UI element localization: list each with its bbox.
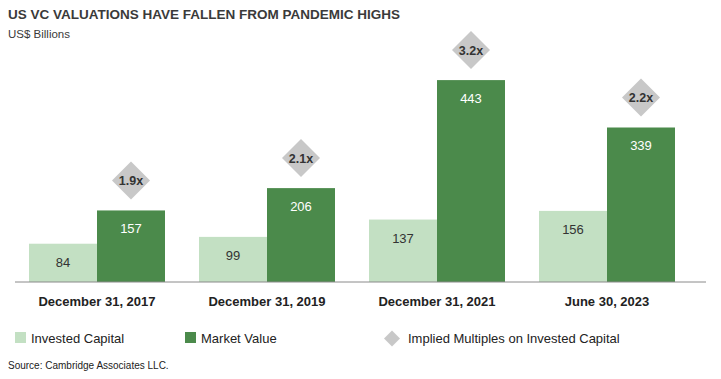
data-label: 156 xyxy=(562,222,584,237)
data-label: 339 xyxy=(630,138,652,153)
data-label: 2.2x xyxy=(629,91,653,105)
bar xyxy=(29,244,97,282)
title: US VC VALUATIONS HAVE FALLEN FROM PANDEM… xyxy=(8,7,400,22)
data-label: 137 xyxy=(392,231,414,246)
data-label: 3.2x xyxy=(459,44,483,58)
chart: US VC VALUATIONS HAVE FALLEN FROM PANDEM… xyxy=(0,0,721,379)
x-tick-label: December 31, 2019 xyxy=(208,294,325,309)
legend-swatch xyxy=(15,332,26,343)
bar xyxy=(437,80,505,282)
multiple-marker xyxy=(282,139,320,177)
subtitle: US$ Billions xyxy=(8,28,70,40)
multiple-marker xyxy=(112,161,150,199)
source: Source: Cambridge Associates LLC. xyxy=(8,360,169,371)
x-tick-label: December 31, 2017 xyxy=(38,294,155,309)
bar xyxy=(369,220,437,282)
multiple-marker xyxy=(622,78,660,116)
data-label: 157 xyxy=(120,221,142,236)
plot-area xyxy=(29,80,675,282)
multiple-marker xyxy=(452,31,490,69)
legend-swatch xyxy=(384,331,400,347)
legend-swatch xyxy=(185,332,196,343)
legend-label: Invested Capital xyxy=(31,331,124,346)
bar xyxy=(97,210,165,282)
x-tick-label: December 31, 2021 xyxy=(378,294,495,309)
bar xyxy=(607,127,675,282)
data-label: 206 xyxy=(290,199,312,214)
labels: 84 157 1.9x 99 206 2.1x 137 443 3.2x 156 339 2.2x xyxy=(56,31,660,270)
data-label: 1.9x xyxy=(119,174,143,188)
bar xyxy=(267,188,335,282)
data-label: 84 xyxy=(56,255,70,270)
legend-label: Implied Multiples on Invested Capital xyxy=(408,331,620,346)
bar xyxy=(539,211,607,282)
x-tick-label: June 30, 2023 xyxy=(565,294,650,309)
bar xyxy=(199,237,267,282)
data-label: 2.1x xyxy=(289,152,313,166)
data-label: 443 xyxy=(460,91,482,106)
legend-label: Market Value xyxy=(201,331,277,346)
data-label: 99 xyxy=(226,248,240,263)
x-axis-line xyxy=(15,282,706,283)
